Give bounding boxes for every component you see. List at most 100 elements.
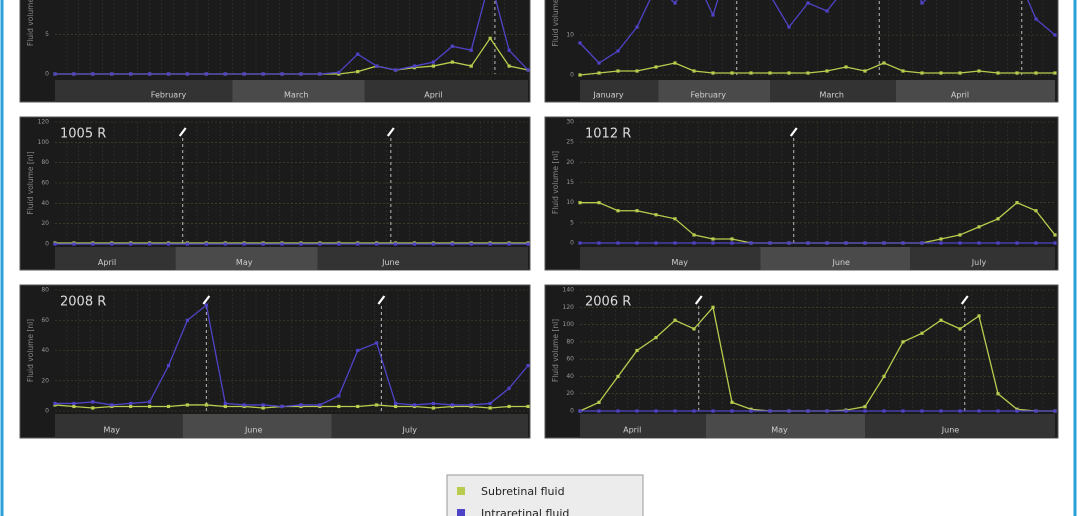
data-point xyxy=(280,404,284,409)
month-band xyxy=(175,247,318,270)
data-point xyxy=(711,71,715,75)
y-axis-label: Fluid volume [nl] xyxy=(551,151,560,214)
data-point xyxy=(635,209,639,213)
data-point xyxy=(488,406,492,410)
panel: April May June 0 20 40 60 80 100 120 Fluid volume … xyxy=(19,116,531,271)
data-point xyxy=(148,72,152,76)
month-band xyxy=(580,80,659,102)
data-point xyxy=(901,69,905,73)
data-point xyxy=(673,241,677,245)
panel-bg xyxy=(544,284,1059,439)
data-point xyxy=(148,400,152,404)
data-point xyxy=(507,386,511,390)
data-point xyxy=(806,1,810,5)
data-point xyxy=(393,401,398,406)
injection-icon xyxy=(789,127,798,137)
data-point xyxy=(711,237,715,241)
data-point xyxy=(825,241,829,245)
data-point xyxy=(882,409,886,413)
month-band xyxy=(705,414,865,438)
data-point xyxy=(110,242,114,246)
data-point xyxy=(787,25,791,29)
data-point xyxy=(920,71,924,75)
x-tick-label: May xyxy=(103,426,120,435)
data-point xyxy=(730,241,734,245)
data-point xyxy=(450,403,454,407)
x-tick-label: April xyxy=(424,91,442,100)
data-point xyxy=(526,404,530,409)
data-point xyxy=(488,36,492,40)
data-point xyxy=(72,404,76,409)
y-tick-label: 25 xyxy=(566,139,574,146)
data-point xyxy=(488,401,492,406)
data-point xyxy=(768,71,772,75)
data-point xyxy=(673,217,677,221)
data-point xyxy=(261,242,265,246)
y-tick-label: 0 xyxy=(45,241,49,248)
injection-icon xyxy=(960,295,969,305)
data-point xyxy=(1034,17,1038,21)
month-band xyxy=(770,80,896,102)
data-point xyxy=(749,407,753,411)
data-point xyxy=(393,242,398,246)
x-tick-label: April xyxy=(951,91,969,100)
data-point xyxy=(507,64,511,68)
data-point xyxy=(654,213,658,217)
panel-title: 2006 R xyxy=(585,295,631,310)
data-point xyxy=(749,409,753,413)
y-axis-label: Fluid volume [nl] xyxy=(551,319,560,382)
y-tick-label: 10 xyxy=(566,199,574,206)
data-point xyxy=(223,404,227,409)
data-point xyxy=(730,409,734,413)
data-point xyxy=(393,68,398,72)
data-point xyxy=(412,403,417,407)
data-point xyxy=(730,71,734,75)
month-band xyxy=(182,414,332,438)
data-point xyxy=(129,401,133,406)
data-point xyxy=(635,241,639,245)
x-tick-label: June xyxy=(381,258,400,267)
injection-icon xyxy=(178,127,187,137)
data-point xyxy=(166,242,171,246)
data-point xyxy=(844,409,848,413)
data-point xyxy=(635,409,639,413)
data-point xyxy=(431,401,435,406)
data-point xyxy=(692,409,696,413)
data-point xyxy=(597,71,601,75)
data-point xyxy=(1015,409,1019,413)
data-point xyxy=(299,403,303,407)
series-line xyxy=(54,404,528,409)
data-point xyxy=(996,392,1000,396)
data-point xyxy=(730,400,734,404)
data-point xyxy=(1053,409,1057,413)
data-point xyxy=(958,327,962,331)
data-point xyxy=(1034,241,1038,245)
data-point xyxy=(578,73,582,77)
data-point xyxy=(920,1,924,5)
month-band xyxy=(910,247,1055,270)
data-point xyxy=(242,242,246,246)
data-point xyxy=(654,409,658,413)
y-tick-label: 80 xyxy=(566,338,574,345)
y-tick-label: 15 xyxy=(566,179,574,186)
data-point xyxy=(578,241,582,245)
data-point xyxy=(91,400,95,404)
y-tick-label: 80 xyxy=(41,287,49,294)
data-point xyxy=(450,60,454,64)
data-point xyxy=(730,237,734,241)
data-point xyxy=(166,364,171,368)
x-tick-label: March xyxy=(820,91,844,100)
data-point xyxy=(920,409,924,413)
y-tick-label: 0 xyxy=(570,408,574,415)
data-point xyxy=(787,409,791,413)
y-axis-label: Fluid volume [nl] xyxy=(26,0,35,46)
injection-icon xyxy=(377,295,386,305)
month-band xyxy=(364,80,528,102)
data-point xyxy=(431,406,435,410)
data-point xyxy=(148,242,152,246)
data-point xyxy=(72,72,76,76)
data-point xyxy=(337,394,341,398)
data-point xyxy=(711,409,715,413)
x-tick-label: May xyxy=(236,258,253,267)
data-point xyxy=(863,241,867,245)
